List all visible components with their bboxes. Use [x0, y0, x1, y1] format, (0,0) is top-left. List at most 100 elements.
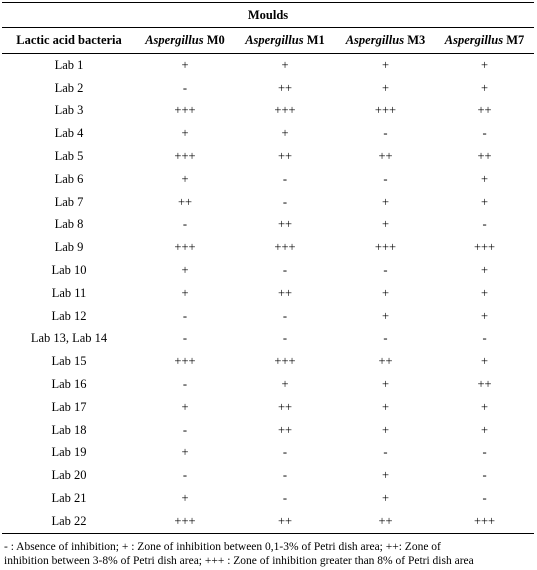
inhibition-cell: +++ [174, 354, 196, 369]
column-header: Aspergillus M1 [234, 27, 336, 54]
table-row: Lab 20 - - + - [2, 464, 534, 487]
lab-cell: Lab 22 [2, 509, 136, 534]
inhibition-cell: ++ [477, 103, 492, 118]
inhibition-cell: ++ [234, 509, 336, 534]
lab-cell: Lab 11 [51, 285, 87, 300]
inhibition-cell: - [482, 331, 487, 346]
row-header: Lactic acid bacteria [2, 27, 136, 54]
inhibition-cell: + [381, 399, 390, 414]
footnote-line: inhibition between 3-8% of Petri dish ar… [4, 555, 474, 567]
inhibition-cell: - [282, 308, 288, 323]
table-row: Lab 13, Lab 14 - - - - [2, 328, 534, 351]
inhibition-cell: + [481, 422, 489, 437]
footnote-line: - : Absence of inhibition; + : Zone of i… [4, 541, 441, 553]
table-row: Lab 4 + + - - [2, 122, 534, 145]
inhibition-cell: - [383, 126, 388, 141]
inhibition-cell: + [381, 80, 390, 95]
inhibition-cell: ++ [336, 509, 435, 534]
inhibition-cell: + [481, 194, 489, 209]
inhibition-cell: - [182, 468, 188, 483]
inhibition-cell: + [481, 308, 489, 323]
inhibition-cell: +++ [374, 240, 397, 255]
inhibition-cell: - [383, 171, 388, 186]
lab-cell: Lab 16 [51, 377, 87, 392]
inhibition-cell: - [383, 263, 388, 278]
lab-cell: Lab 18 [51, 422, 87, 437]
strain-label: M3 [407, 33, 426, 47]
table-row: Lab 18- ++ + + [2, 419, 534, 442]
inhibition-cell: + [381, 308, 390, 323]
inhibition-cell: ++ [378, 354, 393, 369]
lab-cell: Lab 3 [54, 103, 84, 118]
lab-cell: Lab 9 [54, 240, 84, 255]
inhibition-cell: +++ [374, 103, 397, 118]
table-row: Lab 9 +++ +++ +++ +++ [2, 236, 534, 259]
table-row: Lab 16- + + ++ [2, 373, 534, 396]
lab-cell: Lab 21 [51, 491, 87, 506]
genus-label: Aspergillus [145, 33, 204, 47]
footnote: - : Absence of inhibition; + : Zone of i… [4, 540, 536, 568]
inhibition-cell: - [182, 80, 188, 95]
strain-label: M7 [506, 33, 525, 47]
inhibition-table: Moulds Lactic acid bacteria Aspergillus … [2, 2, 535, 534]
inhibition-cell: - [282, 171, 288, 186]
inhibition-cell: + [381, 422, 390, 437]
inhibition-cell: - [482, 217, 487, 232]
inhibition-cell: +++ [274, 240, 296, 255]
strain-label: M1 [306, 33, 325, 47]
inhibition-cell: + [381, 217, 390, 232]
inhibition-cell: +++ [435, 509, 535, 534]
inhibition-cell: ++ [277, 285, 293, 300]
inhibition-cell: + [481, 57, 489, 72]
inhibition-cell: + [181, 445, 189, 460]
inhibition-cell: - [383, 331, 388, 346]
inhibition-cell: + [381, 377, 390, 392]
inhibition-cell: - [482, 445, 487, 460]
table-row: Lab 10 + - - + [2, 259, 534, 282]
inhibition-cell: + [281, 126, 289, 141]
inhibition-cell: - [182, 331, 188, 346]
inhibition-cell: - [282, 468, 288, 483]
inhibition-cell: + [181, 285, 189, 300]
inhibition-cell: - [482, 491, 487, 506]
inhibition-cell: ++ [277, 422, 293, 437]
lab-cell: Lab 5 [54, 149, 84, 164]
group-header-row: Moulds [2, 2, 535, 28]
inhibition-cell: - [182, 217, 188, 232]
inhibition-cell: + [381, 468, 390, 483]
inhibition-cell: +++ [473, 240, 496, 255]
lab-cell: Lab 2 [54, 80, 84, 95]
inhibition-cell: + [481, 263, 489, 278]
inhibition-cell: - [282, 491, 288, 506]
lab-cell: Lab 20 [51, 468, 87, 483]
inhibition-cell: - [383, 445, 388, 460]
table-row: Lab 11 + ++ + + [2, 282, 534, 305]
genus-label: Aspergillus [245, 33, 304, 47]
inhibition-cell: ++ [477, 149, 492, 164]
lab-cell: Lab 4 [54, 126, 84, 141]
inhibition-cell: + [381, 57, 390, 72]
inhibition-cell: - [282, 331, 288, 346]
inhibition-cell: + [281, 377, 289, 392]
inhibition-cell: - [282, 194, 288, 209]
inhibition-cell: - [182, 308, 188, 323]
table-body: Lab 1 + + + + Lab 2- ++ + + Lab 3 +++ +++ +++ ++ Lab 4… [2, 54, 535, 534]
lab-cell: Lab 10 [51, 263, 87, 278]
column-header: Aspergillus M3 [336, 27, 435, 54]
table-row: Lab 17 + ++ + + [2, 396, 534, 419]
inhibition-cell: ++ [277, 399, 293, 414]
table-row: Lab 1 + + + + [2, 54, 534, 77]
inhibition-cell: ++ [177, 194, 193, 209]
inhibition-cell: + [181, 126, 189, 141]
inhibition-cell: +++ [174, 240, 196, 255]
inhibition-cell: - [282, 263, 288, 278]
lab-cell: Lab 19 [51, 445, 87, 460]
lab-cell: Lab 7 [54, 194, 84, 209]
table-row: Lab 8- ++ + - [2, 214, 534, 237]
lab-cell: Lab 17 [51, 399, 87, 414]
table-row: Lab 2- ++ + + [2, 77, 534, 100]
inhibition-cell: + [281, 57, 289, 72]
inhibition-cell: - [482, 468, 487, 483]
inhibition-cell: ++ [277, 217, 293, 232]
